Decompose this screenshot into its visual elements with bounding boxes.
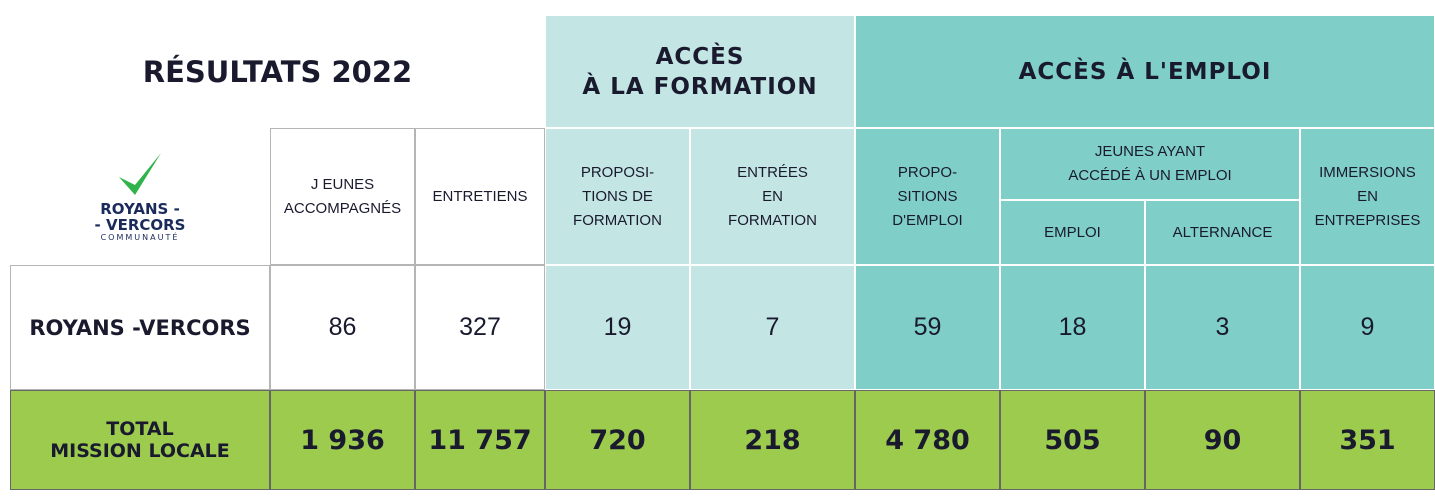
cell: 9 (1300, 265, 1435, 390)
row-label: ROYANS -VERCORS (10, 265, 270, 390)
cell: 351 (1300, 390, 1435, 490)
group-header: ACCÈS À LA FORMATION (545, 15, 855, 128)
logo-text: COMMUNAUTÉ (100, 233, 180, 242)
logo: ROYANS - - VERCORS COMMUNAUTÉ (10, 128, 270, 265)
cell: 59 (855, 265, 1000, 390)
group-header: ACCÈS À L'EMPLOI (855, 15, 1435, 128)
cell: 720 (545, 390, 690, 490)
cell: 11 757 (415, 390, 545, 490)
cell: 19 (545, 265, 690, 390)
column-header: PROPOSI- TIONS DE FORMATION (545, 128, 690, 265)
cell: 3 (1145, 265, 1300, 390)
cell: 218 (690, 390, 855, 490)
cell: 4 780 (855, 390, 1000, 490)
cell: 86 (270, 265, 415, 390)
logo-text: - VERCORS (94, 216, 186, 234)
cell: 327 (415, 265, 545, 390)
cell: 18 (1000, 265, 1145, 390)
column-header: PROPO- SITIONS D'EMPLOI (855, 128, 1000, 265)
column-header: ENTRETIENS (415, 128, 545, 265)
column-header: IMMERSIONS EN ENTREPRISES (1300, 128, 1435, 265)
title: RÉSULTATS 2022 (142, 54, 413, 89)
cell: 7 (690, 265, 855, 390)
logo-text: ROYANS - (100, 200, 180, 218)
column-header: EMPLOI (1000, 200, 1145, 265)
cell: 1 936 (270, 390, 415, 490)
column-header: ALTERNANCE (1145, 200, 1300, 265)
logo-check (119, 153, 161, 195)
column-header: J EUNES ACCOMPAGNÉS (270, 128, 415, 265)
row-label: TOTAL MISSION LOCALE (10, 390, 270, 490)
column-header: ENTRÉES EN FORMATION (690, 128, 855, 265)
cell: 505 (1000, 390, 1145, 490)
column-header: JEUNES AYANT ACCÉDÉ À UN EMPLOI (1000, 128, 1300, 200)
cell: 90 (1145, 390, 1300, 490)
